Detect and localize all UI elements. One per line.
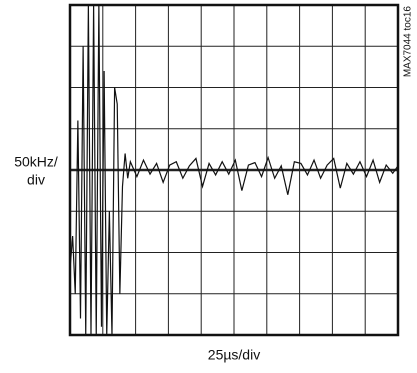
y-label-line: div	[27, 172, 45, 188]
figure-id: MAX7044 toc16	[403, 6, 414, 78]
y-label-line: 50kHz/	[14, 154, 58, 170]
trace	[70, 5, 398, 335]
plot-area	[70, 5, 398, 335]
plot-frame	[68, 3, 400, 337]
x-label: 25µs/div	[208, 347, 260, 363]
